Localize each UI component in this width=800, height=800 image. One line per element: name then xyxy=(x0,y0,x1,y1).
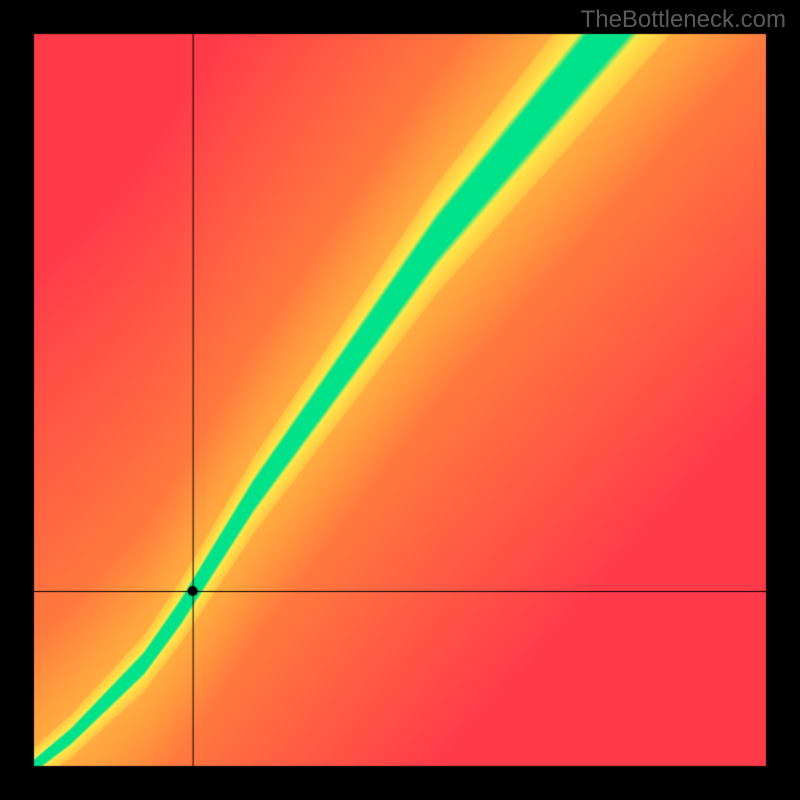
chart-container: TheBottleneck.com xyxy=(0,0,800,800)
bottleneck-heatmap xyxy=(0,0,800,800)
watermark-text: TheBottleneck.com xyxy=(581,6,786,34)
